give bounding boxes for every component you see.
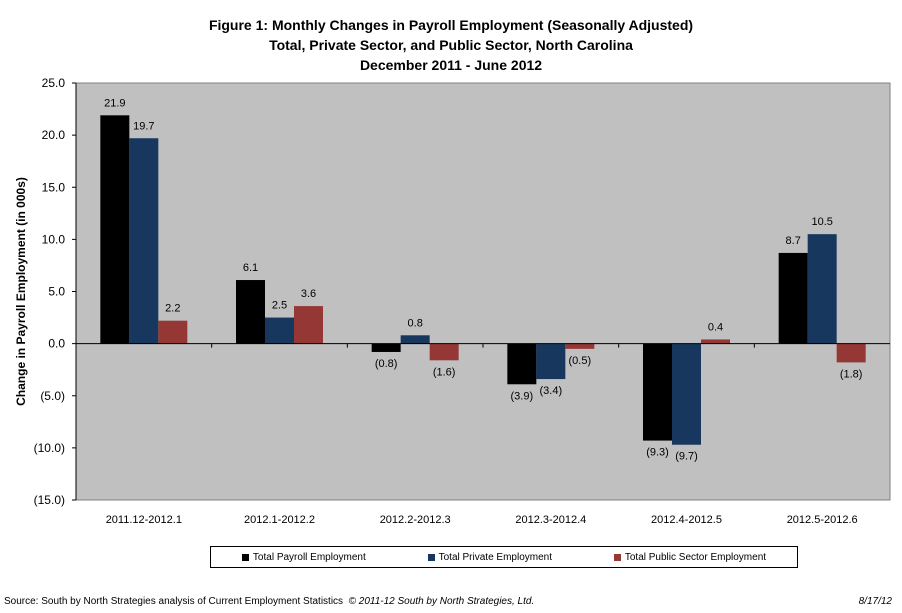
bar xyxy=(778,252,808,344)
y-tick-label: (5.0) xyxy=(40,389,65,403)
bar xyxy=(236,280,265,344)
data-label: (3.9) xyxy=(511,390,534,402)
y-tick-label: 15.0 xyxy=(42,180,66,194)
bar xyxy=(507,343,537,385)
legend-swatch xyxy=(427,553,435,561)
bar xyxy=(371,343,401,352)
data-label: (3.4) xyxy=(540,385,563,397)
data-label: (1.8) xyxy=(840,368,863,380)
bar xyxy=(565,343,595,349)
bar xyxy=(100,115,130,344)
y-tick-label: 25.0 xyxy=(42,76,66,90)
copyright-text: © 2011-12 South by North Strategies, Ltd… xyxy=(348,596,535,607)
data-label: 2.2 xyxy=(165,303,180,315)
legend-item-total-payroll: Total Payroll Employment xyxy=(241,551,366,563)
data-label: (0.8) xyxy=(375,358,398,370)
legend-label: Total Payroll Employment xyxy=(252,551,366,563)
x-tick-label: 2011.12-2012.1 xyxy=(106,514,182,526)
legend-swatch xyxy=(241,553,249,561)
x-tick-label: 2012.3-2012.4 xyxy=(515,514,586,526)
data-label: 21.9 xyxy=(104,97,125,109)
bar xyxy=(643,343,672,441)
data-label: (0.5) xyxy=(569,355,592,367)
bar xyxy=(701,339,730,344)
data-label: (1.6) xyxy=(433,366,456,378)
bar xyxy=(836,343,866,363)
axes-group: 25.0 20.0 15.0 10.0 5.0 0.0 (5.0) (10.0) (15.0) C… xyxy=(14,76,890,526)
y-axis-title: Change in Payroll Employment (in 000s) xyxy=(14,177,28,406)
data-labels-group: 21.9 19.7 2.2 6.1 2.5 3.6 (0.8) 0.8 (1.6) (3.9) (3… xyxy=(104,97,862,462)
data-label: (9.3) xyxy=(646,447,669,459)
bar xyxy=(672,343,701,445)
bar xyxy=(807,234,837,344)
y-tick-label: 0.0 xyxy=(48,337,65,351)
bars-group xyxy=(100,115,866,445)
data-label: 0.8 xyxy=(408,317,423,329)
y-tick-label: 20.0 xyxy=(42,128,66,142)
chart-subtitle: Total, Private Sector, and Public Sector… xyxy=(269,37,633,53)
x-tick-label: 2012.5-2012.6 xyxy=(787,514,858,526)
bar xyxy=(158,320,188,344)
x-tick-label: 2012.1-2012.2 xyxy=(244,514,315,526)
bar xyxy=(294,306,323,344)
x-tick-label: 2012.4-2012.5 xyxy=(651,514,722,526)
y-tick-label: (15.0) xyxy=(34,493,65,507)
data-label: 6.1 xyxy=(243,262,258,274)
source-note: Source: South by North Strategies analys… xyxy=(4,596,534,607)
bar xyxy=(129,138,159,344)
data-label: 8.7 xyxy=(786,235,801,247)
data-label: 2.5 xyxy=(272,300,287,312)
y-tick-label: 5.0 xyxy=(48,285,65,299)
plot-background xyxy=(75,82,891,501)
legend-item-total-public: Total Public Sector Employment xyxy=(613,551,767,563)
bar xyxy=(400,335,430,344)
chart-subtitle-dates: December 2011 - June 2012 xyxy=(359,57,543,73)
chart-title: Figure 1: Monthly Changes in Payroll Emp… xyxy=(208,17,694,33)
legend-item-total-private: Total Private Employment xyxy=(427,551,552,563)
data-label: 3.6 xyxy=(301,288,316,300)
source-text: Source: South by North Strategies analys… xyxy=(4,596,344,607)
legend-swatch xyxy=(613,553,621,561)
bar xyxy=(536,343,566,380)
legend-label: Total Private Employment xyxy=(438,551,552,563)
data-label: (9.7) xyxy=(675,451,698,463)
x-tick-label: 2012.2-2012.3 xyxy=(380,514,451,526)
date-stamp: 8/17/12 xyxy=(858,596,892,607)
plot-area xyxy=(75,82,891,501)
data-label: 10.5 xyxy=(811,216,832,228)
y-tick-label: 10.0 xyxy=(42,232,66,246)
data-label: 19.7 xyxy=(133,120,154,132)
y-tick-label: (10.0) xyxy=(34,441,65,455)
bar xyxy=(429,343,459,361)
chart-title-block: Figure 1: Monthly Changes in Payroll Emp… xyxy=(0,15,902,75)
bar xyxy=(265,317,294,344)
legend-label: Total Public Sector Employment xyxy=(624,551,767,563)
data-label: 0.4 xyxy=(708,321,723,333)
legend: Total Payroll Employment Total Private E… xyxy=(210,546,798,568)
